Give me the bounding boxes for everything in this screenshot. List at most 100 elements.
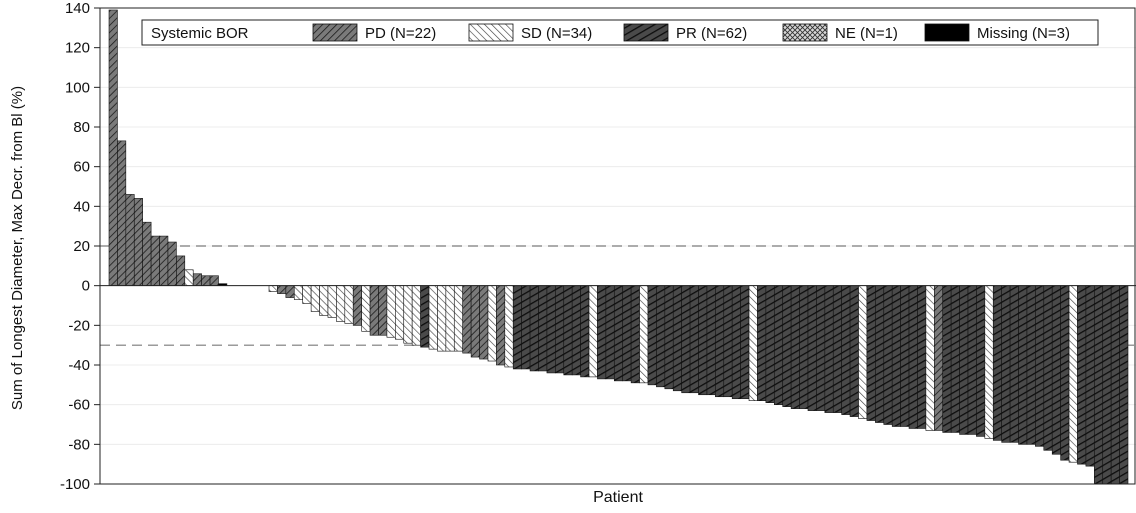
bar-pr — [706, 285, 716, 396]
bar-pd — [479, 285, 489, 360]
bar-sd — [184, 269, 194, 286]
y-tick-label: 120 — [65, 40, 90, 57]
legend-label-ne: NE (N=1) — [835, 25, 898, 42]
bar-pd — [117, 140, 127, 286]
bar-pr — [883, 285, 893, 425]
bar-sd — [748, 285, 758, 402]
bar-pd — [201, 275, 211, 286]
bar-pr — [563, 285, 573, 376]
plot-frame — [99, 7, 1136, 485]
bar-pr — [1077, 285, 1087, 465]
y-tick-label: 40 — [73, 198, 90, 215]
bar-sd — [386, 285, 396, 338]
bar-pr — [538, 285, 548, 372]
legend-swatch-missing — [924, 23, 970, 42]
y-tick-label: -40 — [68, 357, 90, 374]
bar-sd — [293, 285, 303, 300]
bar-pd — [176, 255, 186, 286]
legend-swatch-pd — [312, 23, 358, 42]
legend-label-sd: SD (N=34) — [521, 25, 592, 42]
bar-pd — [378, 285, 388, 336]
bar-pr — [731, 285, 741, 400]
bar-pr — [1110, 285, 1120, 485]
bar-pd — [277, 285, 287, 294]
bar-sd — [984, 285, 994, 439]
bar-sd — [588, 285, 598, 378]
bar-sd — [302, 285, 312, 304]
bar-sd — [1068, 285, 1078, 463]
y-tick-label: 20 — [73, 238, 90, 255]
bar-pr — [656, 285, 666, 388]
bar-sd — [437, 285, 447, 352]
bar-pr — [420, 285, 430, 348]
legend-label-missing: Missing (N=3) — [977, 25, 1070, 42]
legend-title: Systemic BOR — [151, 25, 249, 42]
bar-pd — [108, 9, 118, 286]
bar-pr — [529, 285, 539, 372]
bar-sd — [639, 285, 649, 384]
bar-sd — [925, 285, 935, 431]
bar-pr — [976, 285, 986, 437]
bar-pd — [209, 275, 219, 286]
legend: Systemic BOR PD (N=22) SD (N=34) PR (N=62)… — [141, 19, 1099, 46]
bar-pr — [807, 285, 817, 411]
bar-pr — [790, 285, 800, 409]
bar-sd — [327, 285, 337, 318]
bar-pr — [765, 285, 775, 403]
bar-pd — [133, 198, 143, 286]
bar-sd — [310, 285, 320, 312]
bar-pd — [150, 235, 160, 286]
bar-pr — [773, 285, 784, 405]
bar-pr — [757, 285, 767, 402]
bar-pr — [1102, 285, 1112, 485]
bar-sd — [428, 285, 438, 350]
bar-pr — [672, 285, 682, 392]
bar-pr — [992, 285, 1002, 441]
bar-pr — [782, 285, 792, 407]
bar-pr — [512, 285, 522, 370]
bar-sd — [336, 285, 346, 322]
bar-pd — [192, 273, 202, 286]
bar-sd — [445, 285, 455, 352]
bar-pr — [1085, 285, 1095, 467]
bar-pr — [1035, 285, 1045, 447]
bar-pd — [369, 285, 379, 336]
bar-pr — [613, 285, 624, 382]
bar-pr — [917, 285, 927, 429]
bar-pr — [967, 285, 977, 435]
bar-pd — [142, 221, 152, 286]
y-tick-label: 80 — [73, 119, 90, 136]
bar-sd — [268, 285, 278, 292]
bar-pr — [664, 285, 674, 390]
y-tick-label: 100 — [65, 79, 90, 96]
bar-sd — [395, 285, 405, 340]
bar-pd — [470, 285, 480, 358]
bar-pd — [352, 285, 362, 326]
bar-pr — [816, 285, 826, 411]
bar-sd — [319, 285, 329, 316]
y-axis: 140 120 100 80 60 40 20 0 -20 -40 -60 -80 -100 — [60, 0, 100, 493]
bar-pr — [723, 285, 733, 398]
legend-entries: PD (N=22) SD (N=34) PR (N=62) NE (N=1) Missi… — [312, 23, 1070, 42]
bar-pr — [1009, 285, 1019, 443]
bar-sd — [504, 285, 514, 368]
bar-pd — [496, 285, 506, 366]
bar-pd — [285, 285, 295, 298]
bar-pr — [959, 285, 969, 435]
bar-sd — [344, 285, 354, 324]
bar-pd — [462, 285, 472, 354]
bar-pr — [630, 285, 640, 384]
bar-pr — [799, 285, 809, 409]
bar-pr — [597, 285, 607, 380]
bar-pr — [1018, 285, 1028, 445]
y-tick-label: 60 — [73, 159, 90, 176]
bar-pr — [605, 285, 615, 380]
bar-sd — [411, 285, 421, 346]
y-tick-label: -20 — [68, 317, 90, 334]
bar-pr — [908, 285, 918, 429]
bar-sd — [858, 285, 868, 419]
legend-label-pd: PD (N=22) — [365, 25, 436, 42]
bar-pr — [891, 285, 901, 427]
bar-pr — [555, 285, 565, 374]
bar-pr — [740, 285, 750, 400]
